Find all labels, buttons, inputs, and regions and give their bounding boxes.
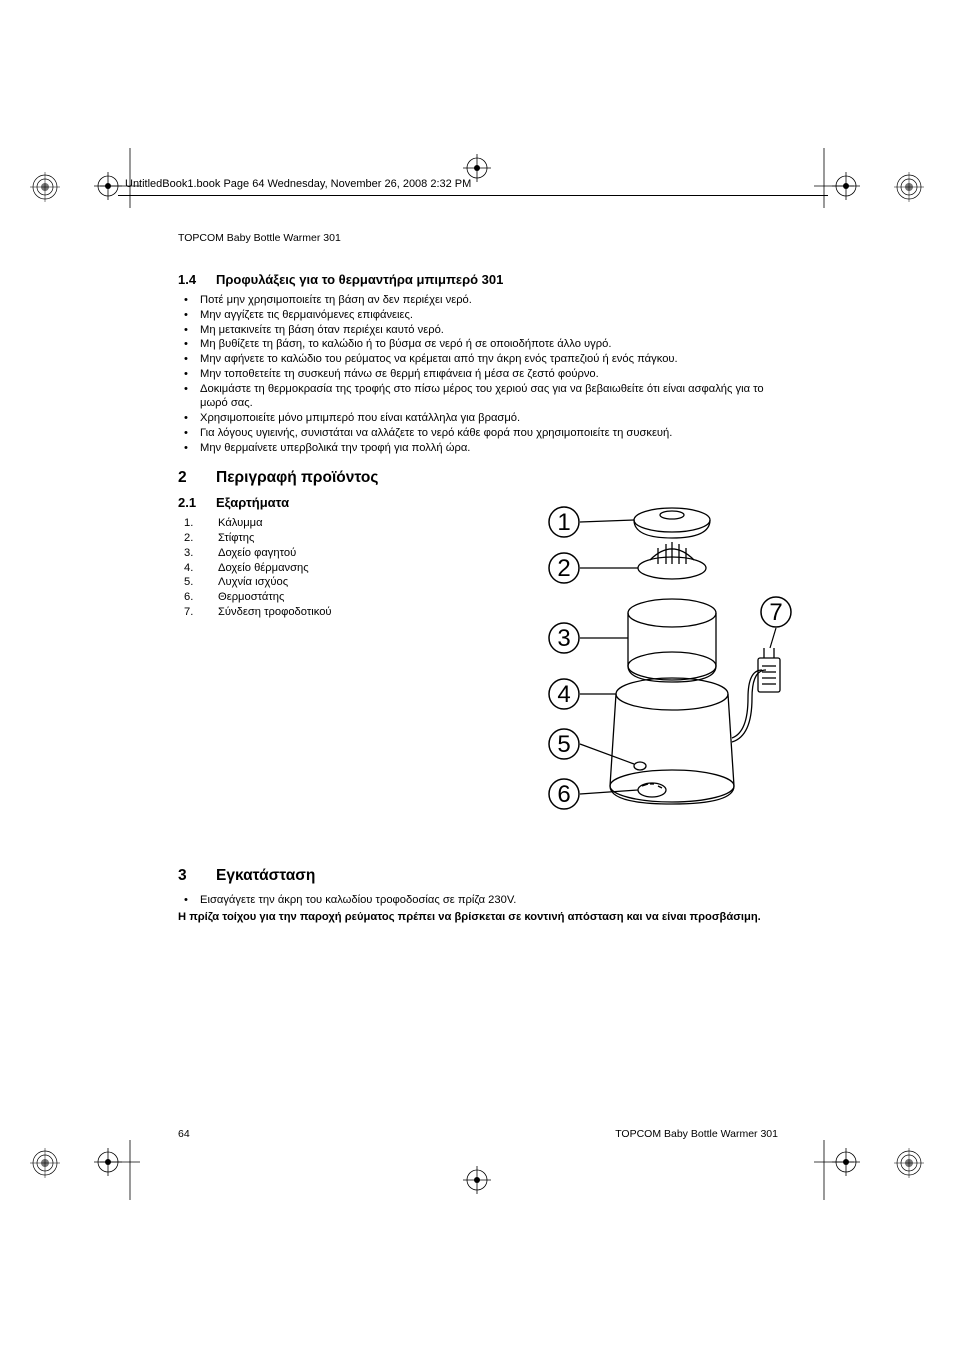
bullet-item: Ποτέ μην χρησιμοποιείτε τη βάση αν δεν π… xyxy=(178,293,778,307)
crop-mark-icon xyxy=(814,148,894,208)
heading-3: 3Εγκατάσταση xyxy=(178,867,778,885)
header-rule xyxy=(118,195,828,196)
bullet-item: Για λόγους υγιεινής, συνιστάται να αλλάζ… xyxy=(178,426,778,440)
bullet-item: Εισαγάγετε την άκρη του καλωδίου τροφοδο… xyxy=(178,893,778,907)
heading-2: 2Περιγραφή προϊόντος xyxy=(178,469,778,487)
product-diagram: 1 2 3 4 5 6 7 xyxy=(532,498,792,818)
svg-text:3: 3 xyxy=(557,625,570,652)
bullet-item: Μη μετακινείτε τη βάση όταν περιέχει καυ… xyxy=(178,323,778,337)
crop-dot-icon xyxy=(30,172,60,202)
svg-text:6: 6 xyxy=(557,781,570,808)
bullet-list: Εισαγάγετε την άκρη του καλωδίου τροφοδο… xyxy=(178,893,778,907)
bullet-item: Μην θερμαίνετε υπερβολικά την τροφή για … xyxy=(178,441,778,455)
svg-text:2: 2 xyxy=(557,555,570,582)
header-meta: UntitledBook1.book Page 64 Wednesday, No… xyxy=(125,178,471,190)
crop-dot-icon xyxy=(30,1148,60,1178)
svg-text:4: 4 xyxy=(557,681,570,708)
crop-dot-icon xyxy=(894,172,924,202)
bullet-item: Μην τοποθετείτε τη συσκευή πάνω σε θερμή… xyxy=(178,367,778,381)
crop-mark-icon xyxy=(457,1160,497,1200)
bullet-list: Ποτέ μην χρησιμοποιείτε τη βάση αν δεν π… xyxy=(178,293,778,455)
bullet-item: Μην αγγίζετε τις θερμαινόμενες επιφάνειε… xyxy=(178,308,778,322)
svg-text:1: 1 xyxy=(557,509,570,536)
running-head: TOPCOM Baby Bottle Warmer 301 xyxy=(178,232,778,244)
bullet-item: Μη βυθίζετε τη βάση, το καλώδιο ή το βύσ… xyxy=(178,337,778,351)
footer-title: TOPCOM Baby Bottle Warmer 301 xyxy=(615,1128,778,1140)
svg-text:7: 7 xyxy=(769,599,782,626)
svg-text:5: 5 xyxy=(557,731,570,758)
bullet-item: Δοκιμάστε τη θερμοκρασία της τροφής στο … xyxy=(178,382,778,411)
crop-mark-icon xyxy=(814,1140,894,1200)
install-note: Η πρίζα τοίχου για την παροχή ρεύματος π… xyxy=(178,910,778,924)
bullet-item: Χρησιμοποιείτε μόνο μπιμπερό που είναι κ… xyxy=(178,411,778,425)
page-number: 64 xyxy=(178,1128,190,1140)
bullet-item: Μην αφήνετε το καλώδιο του ρεύματος να κ… xyxy=(178,352,778,366)
heading-1-4: 1.4Προφυλάξεις για το θερμαντήρα μπιμπερ… xyxy=(178,272,778,287)
crop-mark-icon xyxy=(60,1140,140,1200)
crop-dot-icon xyxy=(894,1148,924,1178)
